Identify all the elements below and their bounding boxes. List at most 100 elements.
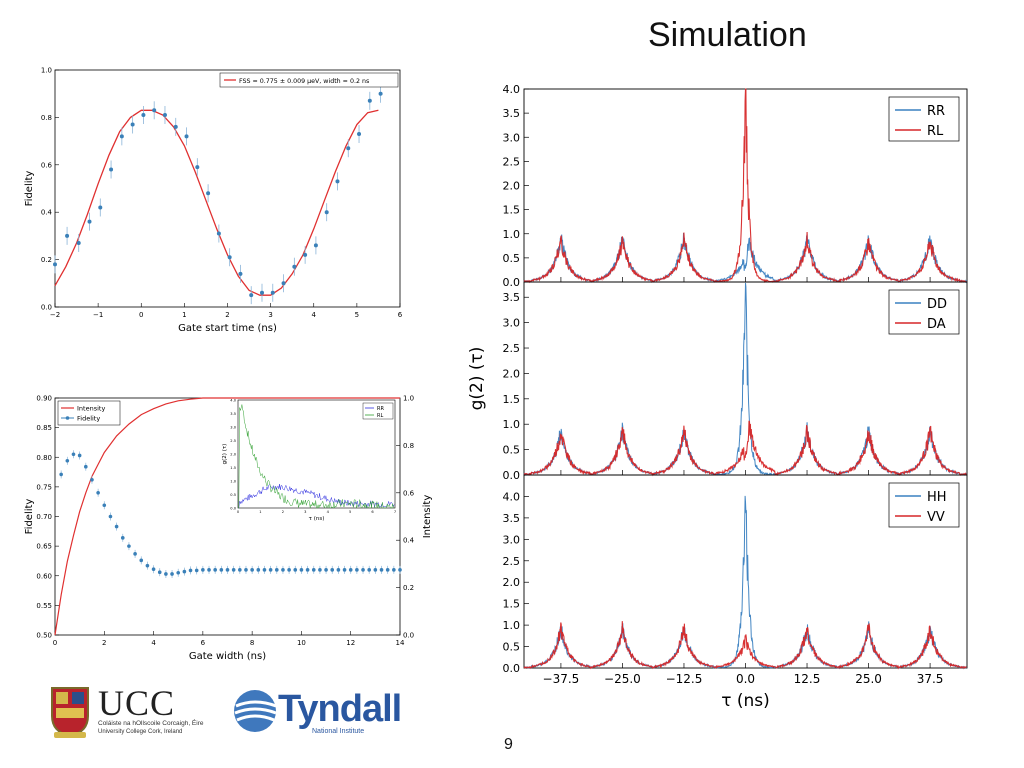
y-tick-label: 3.5 — [503, 107, 521, 120]
data-point — [53, 262, 57, 267]
x-tick-label: 3 — [268, 311, 272, 319]
x-tick-label: 6 — [201, 639, 206, 647]
y-tick-label: 3.5 — [503, 291, 521, 304]
inset-x-tick-label: 4 — [327, 510, 330, 514]
ucc-logo: UCC Coláiste na hOllscoile Corcaigh, Éir… — [50, 683, 220, 738]
g2-series-dd — [523, 282, 967, 476]
fidelity-point — [379, 568, 384, 572]
x-tick-label: 4 — [151, 639, 156, 647]
tyndall-swirl-icon — [234, 690, 277, 732]
fidelity-point — [311, 568, 316, 572]
x-tick-label: 5 — [355, 311, 359, 319]
fidelity-point — [361, 568, 365, 572]
x-tick-label: 8 — [250, 639, 254, 647]
y-tick-label: 1.0 — [503, 228, 521, 241]
y-tick-label: 0.55 — [36, 602, 52, 610]
fidelity-point — [268, 568, 273, 572]
data-point — [335, 179, 340, 184]
data-point — [270, 290, 275, 295]
y-tick-label: 0.0 — [503, 662, 521, 675]
page-number: 9 — [504, 736, 513, 753]
tyndall-subtitle: National Institute — [312, 728, 365, 735]
legend-box — [888, 289, 960, 335]
inset-y-label: g(2) (τ) — [222, 444, 228, 465]
y-tick-label: 0.5 — [503, 444, 521, 457]
x-axis-label: Gate start time (ns) — [178, 323, 277, 334]
tyndall-name: Tyndall — [278, 688, 402, 730]
fidelity-point — [120, 536, 125, 540]
y-tick-label: 3.0 — [503, 533, 521, 546]
y2-tick-label: 0.2 — [403, 584, 414, 592]
fidelity-point — [65, 459, 70, 463]
fidelity-point — [114, 524, 119, 529]
fidelity-point — [188, 568, 193, 573]
fidelity-point — [170, 572, 174, 576]
x-tick-label: 12.5 — [794, 672, 821, 686]
y-tick-label: 0.5 — [503, 641, 521, 654]
fidelity-point — [133, 552, 137, 556]
fidelity-point — [293, 568, 298, 572]
y-tick-label: 0.85 — [36, 424, 52, 432]
legend-label: RL — [927, 124, 944, 139]
data-point — [152, 108, 157, 113]
legend-label-intensity: Intensity — [77, 405, 105, 413]
fidelity-point — [318, 568, 322, 572]
legend-marker-fidelity — [65, 416, 70, 420]
fidelity-point — [238, 568, 242, 572]
fidelity-point — [262, 568, 267, 572]
y-tick-label: 4.0 — [503, 83, 521, 96]
fidelity-point — [231, 568, 236, 572]
y2-axis-label: Intensity — [422, 495, 433, 539]
data-point — [216, 231, 221, 236]
inset-x-tick-label: 6 — [371, 510, 374, 514]
x-tick-label: 4 — [312, 311, 317, 319]
x-tick-label: 0 — [53, 639, 57, 647]
ucc-name: UCC — [98, 683, 176, 723]
fidelity-point — [330, 568, 335, 572]
fidelity-point — [164, 572, 168, 576]
y-tick-label: 2.0 — [503, 576, 521, 589]
legend-label-fidelity: Fidelity — [77, 415, 100, 423]
inset-series-rr — [238, 483, 395, 509]
y-tick-label: 1.5 — [503, 393, 521, 406]
x-tick-label: −25.0 — [604, 672, 641, 686]
y2-tick-label: 0.8 — [403, 442, 414, 450]
fidelity-point — [96, 491, 100, 495]
data-point — [195, 165, 200, 170]
fidelity-point — [145, 563, 150, 568]
fidelity-point — [102, 503, 107, 508]
y-tick-label: 0.6 — [41, 161, 53, 169]
g2-series-da — [523, 420, 968, 477]
inset-legend-label: RL — [377, 413, 383, 419]
y-tick-label: 2.0 — [503, 180, 521, 193]
legend-label: VV — [927, 510, 945, 525]
fidelity-point — [250, 568, 254, 572]
data-point — [292, 264, 297, 269]
data-point — [87, 219, 92, 224]
data-point — [119, 134, 124, 139]
x-tick-label: 6 — [398, 311, 403, 319]
fidelity-point — [324, 568, 328, 572]
inset-x-tick-label: 5 — [349, 510, 351, 514]
inset-y-tick-label: 2.5 — [230, 439, 236, 443]
x-tick-label: 10 — [297, 639, 306, 647]
inset-legend-label: RR — [377, 406, 384, 412]
fidelity-point — [225, 568, 230, 572]
data-point — [227, 255, 232, 260]
legend-label: FSS = 0.775 ± 0.009 μeV, width = 0.2 ns — [239, 78, 369, 85]
y2-tick-label: 1.0 — [403, 395, 414, 403]
inset-x-tick-label: 1 — [259, 510, 261, 514]
y-tick-label: 3.0 — [503, 131, 521, 144]
y-tick-label: 2.5 — [503, 342, 521, 355]
data-point — [367, 98, 372, 103]
x-tick-label: −12.5 — [666, 672, 703, 686]
data-point — [173, 124, 178, 129]
inset-y-tick-label: 3.0 — [230, 426, 236, 430]
y-tick-label: 1.0 — [41, 67, 52, 75]
fidelity-point — [108, 514, 113, 519]
y-axis-label: Fidelity — [24, 171, 35, 207]
data-point — [313, 243, 318, 248]
x-tick-label: 2 — [225, 311, 229, 319]
inset-y-tick-label: 1.0 — [230, 480, 236, 484]
fidelity-point — [71, 452, 76, 457]
